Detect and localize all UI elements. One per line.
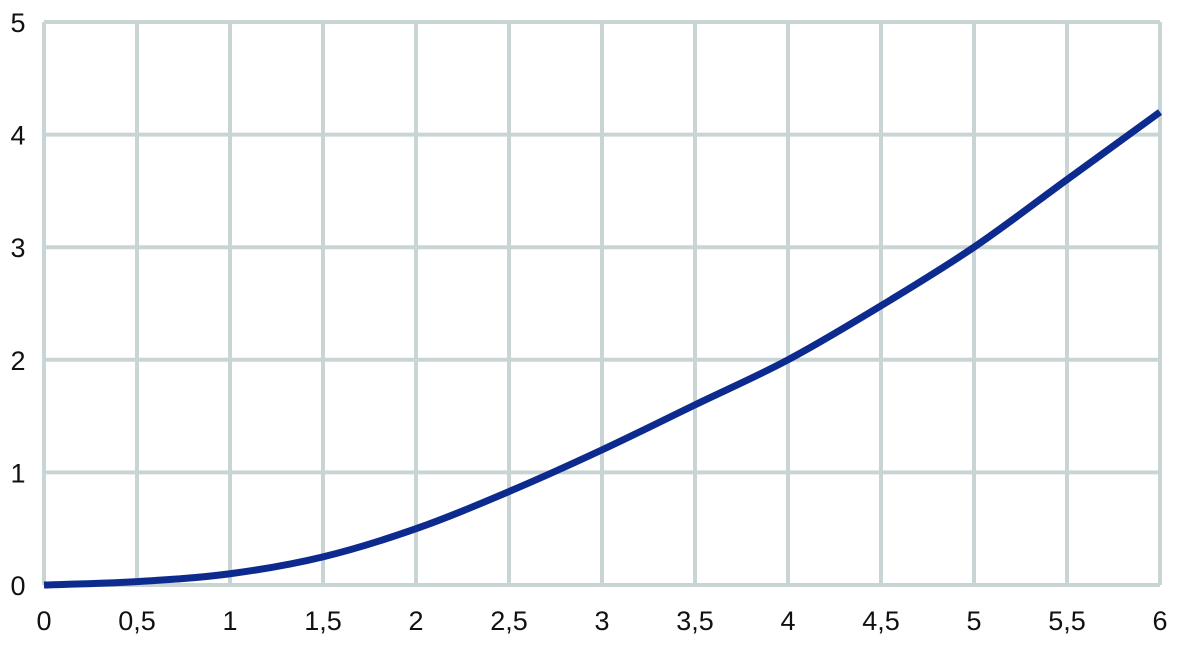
y-tick-label: 3 xyxy=(10,233,25,263)
x-tick-label: 6 xyxy=(1152,606,1167,636)
x-axis-ticks: 0 0,5 1 1,5 2 2,5 3 3,5 4 4,5 5 5,5 6 xyxy=(36,606,1167,636)
x-tick-label: 0 xyxy=(36,606,51,636)
x-tick-label: 1 xyxy=(222,606,237,636)
y-tick-label: 4 xyxy=(10,121,25,151)
x-tick-label: 4 xyxy=(780,606,795,636)
y-axis-ticks: 0 1 2 3 4 5 xyxy=(10,8,25,601)
x-tick-label: 5,5 xyxy=(1048,606,1086,636)
x-tick-label: 5 xyxy=(966,606,981,636)
x-tick-label: 2 xyxy=(408,606,423,636)
series-line xyxy=(43,109,1163,589)
y-tick-label: 2 xyxy=(10,346,25,376)
y-tick-label: 5 xyxy=(10,8,25,38)
x-tick-label: 2,5 xyxy=(490,606,528,636)
x-tick-label: 0,5 xyxy=(118,606,156,636)
y-tick-label: 0 xyxy=(10,571,25,601)
grid xyxy=(42,20,1162,587)
x-tick-label: 4,5 xyxy=(862,606,900,636)
x-tick-label: 3 xyxy=(594,606,609,636)
y-tick-label: 1 xyxy=(10,458,25,488)
x-tick-label: 3,5 xyxy=(676,606,714,636)
x-tick-label: 1,5 xyxy=(304,606,342,636)
